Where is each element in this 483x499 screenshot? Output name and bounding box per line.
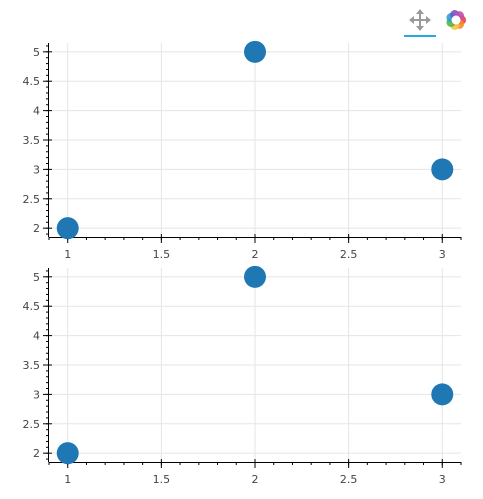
y-tick-label: 3.5 xyxy=(23,134,41,147)
y-tick-label: 2 xyxy=(33,447,40,460)
y-tick-label: 2 xyxy=(33,222,40,235)
y-tick-label: 5 xyxy=(33,271,40,284)
scatter-point xyxy=(244,265,266,288)
scatter-plot-top[interactable]: 1 1.5 2 2.5 3 2 2.5 3 3.5 4 4.5 5 xyxy=(23,40,462,261)
x-tick-label: 1.5 xyxy=(153,473,171,486)
y-tick-label: 4.5 xyxy=(23,300,41,313)
scatter-point xyxy=(431,158,454,181)
y-tick-label: 4 xyxy=(33,105,40,118)
x-tick-label: 1.5 xyxy=(153,248,171,261)
y-tick-label: 3 xyxy=(33,163,40,176)
y-tick-label: 4 xyxy=(33,330,40,343)
pan-icon xyxy=(409,9,431,31)
x-tick-label: 3 xyxy=(439,248,446,261)
pan-tool-button[interactable] xyxy=(404,4,436,37)
toolbar xyxy=(398,4,478,40)
y-tick-label: 4.5 xyxy=(23,75,41,88)
y-tick-label: 5 xyxy=(33,46,40,59)
scatter-point xyxy=(56,442,79,465)
y-tick-label: 2.5 xyxy=(23,193,41,206)
bokeh-logo-link[interactable] xyxy=(440,4,472,36)
y-tick-label: 3.5 xyxy=(23,359,41,372)
x-tick-label: 2.5 xyxy=(340,473,358,486)
y-tick-label: 3 xyxy=(33,388,40,401)
x-tick-label: 2 xyxy=(252,248,259,261)
scatter-point xyxy=(244,40,266,63)
x-tick-label: 3 xyxy=(439,473,446,486)
scatter-point xyxy=(431,383,454,406)
x-tick-label: 1 xyxy=(64,473,71,486)
scatter-point xyxy=(56,217,79,240)
bokeh-logo-icon xyxy=(446,10,467,30)
x-tick-label: 2.5 xyxy=(340,248,358,261)
x-tick-label: 2 xyxy=(252,473,259,486)
x-tick-label: 1 xyxy=(64,248,71,261)
y-tick-label: 2.5 xyxy=(23,418,41,431)
scatter-plot-bottom[interactable]: 1 1.5 2 2.5 3 2 2.5 3 3.5 4 4.5 5 xyxy=(23,265,462,486)
